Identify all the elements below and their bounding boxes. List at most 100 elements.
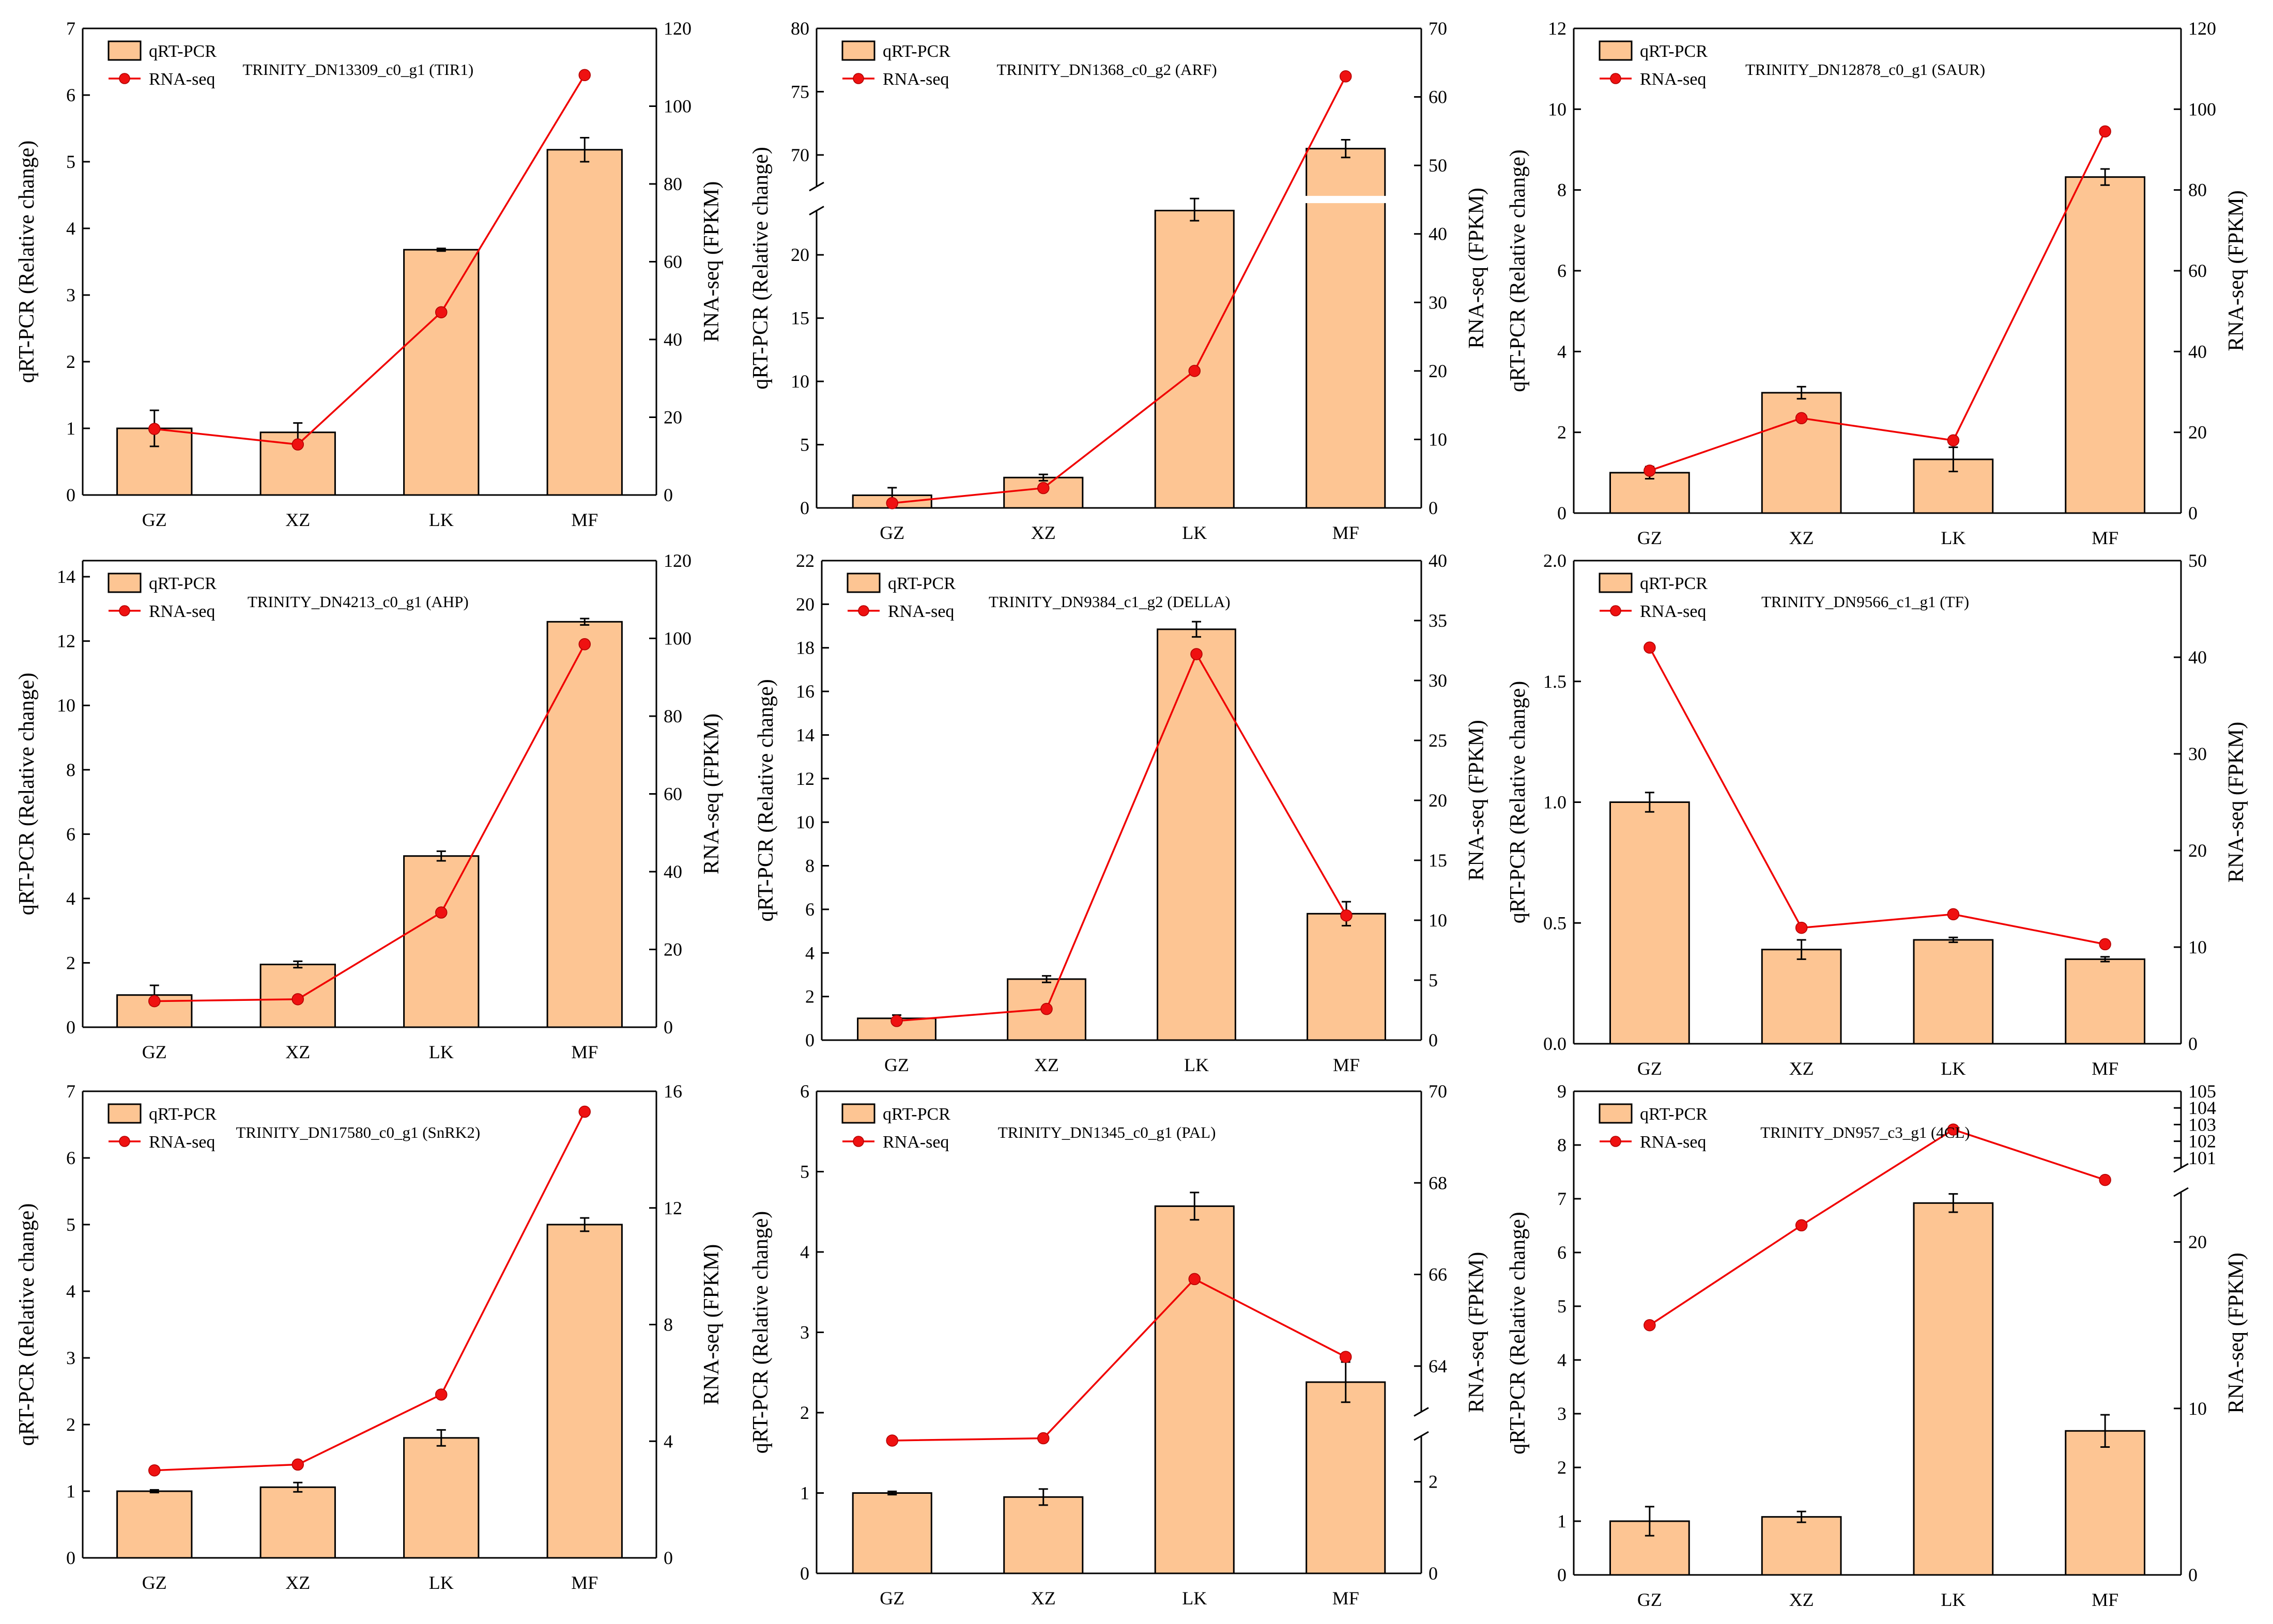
right-tick-label: 10 (2188, 937, 2207, 957)
x-tick-label: LK (1941, 1589, 1965, 1610)
bar-GZ (852, 1492, 932, 1574)
chart-title: TRINITY_DN957_c3_g1 (4CL) (1760, 1123, 1970, 1141)
left-tick-label: 6 (805, 899, 815, 920)
x-tick-label: MF (2092, 1589, 2118, 1610)
bar-LK (403, 1437, 480, 1559)
left-tick-label: 8 (66, 760, 75, 780)
rna-seq-line (154, 1111, 586, 1472)
legend-line-marker (853, 73, 864, 84)
right-tick-label: 64 (1429, 1356, 1447, 1376)
right-tick-label: 40 (2188, 341, 2207, 362)
bar-LK (1913, 939, 1994, 1045)
left-tick-label: 16 (796, 681, 815, 702)
left-tick-label: 6 (1557, 1242, 1566, 1263)
left-tick-label: 1.0 (1543, 792, 1566, 813)
rna-seq-point-LK (435, 906, 448, 919)
rna-seq-point-MF (578, 69, 591, 82)
right-tick-label: 0 (1429, 498, 1438, 518)
right-tick-label: 0 (664, 1017, 673, 1038)
right-tick-label: 60 (2188, 260, 2207, 281)
legend-bar-label: qRT-PCR (149, 1105, 217, 1124)
bar-break-band (1305, 196, 1386, 204)
legend-line-label: RNA-seq (883, 70, 949, 89)
left-tick-label: 1.5 (1543, 671, 1566, 692)
left-tick-label: 0 (66, 1017, 75, 1038)
legend-bar-label: qRT-PCR (883, 1105, 950, 1124)
bar-XZ (259, 964, 336, 1028)
right-tick-label: 10 (1429, 910, 1447, 931)
left-tick-label: 6 (800, 1081, 809, 1102)
left-axis-label: qRT-PCR (Relative change) (15, 673, 39, 916)
legend-line-marker (1610, 1136, 1621, 1147)
legend-bar-label: qRT-PCR (888, 574, 956, 593)
rna-seq-point-MF (1340, 909, 1353, 922)
legend-line-marker (858, 605, 869, 616)
right-tick-label: 10 (1429, 429, 1447, 450)
left-tick-label: 7 (66, 1081, 75, 1102)
left-tick-label: 10 (791, 371, 809, 392)
left-tick-label: 20 (796, 594, 815, 614)
left-tick-label: 14 (57, 566, 75, 587)
bar-XZ (259, 1486, 336, 1559)
left-axis-label: qRT-PCR (Relative change) (1506, 149, 1530, 392)
right-tick-label: 20 (664, 407, 682, 428)
left-tick-label: 14 (796, 724, 815, 745)
left-tick-label: 5 (66, 1214, 75, 1235)
legend-line-marker (1610, 605, 1621, 616)
left-tick-label: 8 (805, 856, 815, 876)
legend-bar-swatch (841, 40, 876, 61)
x-tick-label: MF (1333, 1055, 1360, 1075)
chart-title: TRINITY_DN9384_c1_g2 (DELLA) (989, 593, 1230, 611)
right-axis-label: RNA-seq (FPKM) (2224, 1252, 2248, 1414)
rna-seq-point-XZ (291, 438, 304, 451)
x-tick-label: LK (1182, 522, 1207, 543)
left-tick-label: 4 (1557, 1350, 1566, 1370)
rna-seq-point-LK (1947, 1123, 1960, 1136)
right-tick-label: 70 (1429, 18, 1447, 39)
x-tick-label: XZ (1031, 1588, 1056, 1608)
rna-seq-line (892, 76, 1347, 504)
chart-panel-1: 0 1 2 3 4 5 6 7 0 20 40 60 80 100 120 GZ XZ LK MF qRT-PCR (… (15, 18, 724, 530)
left-tick-label: 6 (66, 85, 75, 105)
left-tick-label: 5 (800, 1162, 809, 1182)
right-tick-label: 120 (664, 18, 692, 39)
chart-title: TRINITY_DN1345_c0_g1 (PAL) (998, 1123, 1216, 1141)
x-tick-label: XZ (1789, 1058, 1814, 1079)
right-tick-label: 40 (664, 329, 682, 350)
right-tick-label: 120 (664, 550, 692, 571)
bar-MF (1306, 148, 1386, 509)
left-tick-label: 4 (66, 888, 75, 909)
legend-bar-label: qRT-PCR (883, 42, 950, 61)
legend-bar-label: qRT-PCR (1640, 1105, 1708, 1124)
x-tick-label: GZ (880, 522, 904, 543)
left-axis-label: qRT-PCR (Relative change) (15, 1203, 39, 1446)
legend-line-label: RNA-seq (1640, 602, 1706, 621)
bar-MF (2065, 176, 2145, 514)
x-tick-label: GZ (142, 1042, 167, 1062)
left-tick-label: 9 (1557, 1081, 1566, 1102)
x-tick-label: XZ (1789, 1589, 1814, 1610)
x-tick-label: GZ (1637, 1589, 1662, 1610)
left-tick-label: 0 (1557, 1565, 1566, 1585)
bar-LK (403, 855, 480, 1028)
left-axis-break-mark (809, 181, 824, 192)
left-tick-label: 0.0 (1543, 1033, 1566, 1054)
legend-line-marker (1610, 73, 1621, 84)
right-axis-break-mark (1414, 1407, 1429, 1417)
left-tick-label: 20 (791, 244, 809, 265)
rna-seq-point-LK (435, 1388, 448, 1401)
rna-seq-point-XZ (291, 993, 304, 1006)
right-tick-label: 5 (1429, 970, 1438, 991)
legend-bar-label: qRT-PCR (149, 574, 217, 593)
right-axis-label: RNA-seq (FPKM) (1465, 188, 1488, 349)
legend-line-marker (119, 605, 130, 616)
left-tick-label: 2.0 (1543, 550, 1566, 571)
x-tick-label: LK (429, 1042, 454, 1062)
x-tick-label: MF (571, 1042, 598, 1062)
rna-seq-point-LK (1188, 1273, 1201, 1286)
right-tick-label: 40 (664, 861, 682, 882)
right-tick-label: 105 (2188, 1081, 2216, 1102)
left-tick-label: 75 (791, 81, 809, 102)
